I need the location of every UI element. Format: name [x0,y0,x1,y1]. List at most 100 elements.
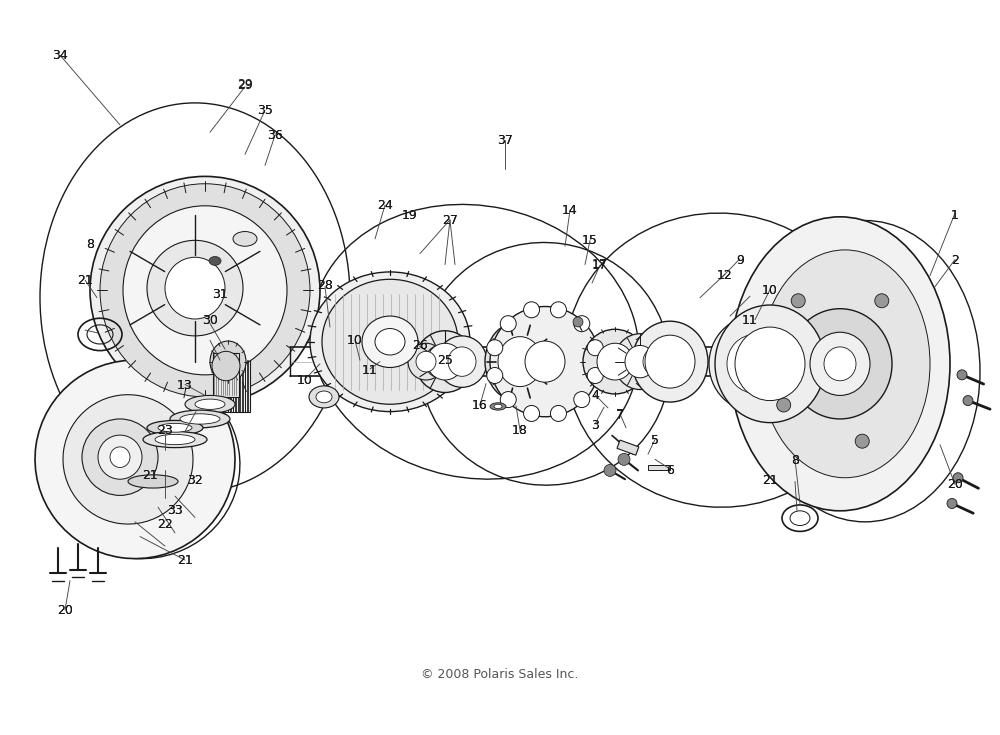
Text: 25: 25 [437,354,453,367]
Circle shape [875,294,889,308]
Text: 6: 6 [666,464,674,476]
Text: 3: 3 [591,418,599,431]
Text: 9: 9 [736,254,744,267]
Circle shape [947,498,957,509]
Text: 1: 1 [951,209,959,221]
Circle shape [587,368,603,384]
Circle shape [574,315,590,331]
Text: 19: 19 [402,209,418,221]
Text: 26: 26 [412,339,428,351]
Text: 15: 15 [582,234,598,246]
Circle shape [573,317,583,327]
Circle shape [777,398,791,412]
Ellipse shape [788,309,892,419]
Text: 4: 4 [591,389,599,401]
Circle shape [855,434,869,448]
Ellipse shape [625,345,655,378]
Text: 11: 11 [742,314,758,326]
Ellipse shape [408,343,444,380]
Text: 9: 9 [736,254,744,267]
Ellipse shape [485,321,555,402]
Text: 18: 18 [512,423,528,437]
Circle shape [500,315,516,331]
Text: 36: 36 [267,129,283,142]
Text: 4: 4 [591,389,599,401]
Text: 19: 19 [402,209,418,221]
Bar [648,465,670,470]
Ellipse shape [63,395,193,524]
Text: 21: 21 [142,468,158,481]
Text: 12: 12 [717,268,733,282]
Circle shape [953,473,963,483]
Ellipse shape [185,395,235,413]
Ellipse shape [82,419,158,495]
Ellipse shape [735,327,805,401]
Circle shape [957,370,967,380]
Text: 17: 17 [592,259,608,271]
Text: 12: 12 [717,268,733,282]
Text: 34: 34 [52,49,68,62]
Ellipse shape [165,257,225,319]
Ellipse shape [632,321,708,402]
Ellipse shape [634,338,678,385]
Text: 17: 17 [592,259,608,271]
Text: 6: 6 [666,464,674,476]
Ellipse shape [143,431,207,448]
Bar [617,440,639,455]
Text: 18: 18 [512,423,528,437]
Text: 27: 27 [442,213,458,226]
Ellipse shape [614,334,666,390]
Ellipse shape [490,403,506,410]
Text: 36: 36 [267,129,283,142]
Text: 10: 10 [762,284,778,296]
Ellipse shape [155,434,195,445]
Ellipse shape [645,335,695,388]
Text: 13: 13 [177,379,193,392]
Text: 2: 2 [951,254,959,267]
Text: 37: 37 [497,134,513,146]
Text: 10: 10 [297,373,313,387]
Ellipse shape [309,386,339,408]
Ellipse shape [195,399,225,409]
Text: 32: 32 [187,473,203,487]
Text: 10: 10 [347,334,363,346]
Ellipse shape [437,336,487,387]
Circle shape [618,453,630,465]
Text: 16: 16 [472,398,488,412]
Text: 21: 21 [77,273,93,287]
Circle shape [524,302,540,318]
Text: 35: 35 [257,104,273,117]
Circle shape [550,406,566,421]
Text: 27: 27 [442,213,458,226]
Ellipse shape [824,347,856,381]
Text: 35: 35 [257,104,273,117]
Ellipse shape [316,391,332,403]
Ellipse shape [448,347,476,376]
Ellipse shape [233,232,257,246]
Ellipse shape [425,345,455,378]
Text: 22: 22 [157,518,173,531]
Text: 37: 37 [497,134,513,146]
Ellipse shape [730,217,950,511]
Text: 8: 8 [86,238,94,251]
Text: 8: 8 [791,453,799,467]
Ellipse shape [147,420,203,435]
Text: 20: 20 [57,603,73,617]
Circle shape [963,395,973,406]
Text: 3: 3 [591,418,599,431]
Ellipse shape [415,331,475,392]
Ellipse shape [494,404,502,409]
Text: 5: 5 [651,434,659,446]
Ellipse shape [583,329,647,394]
Ellipse shape [416,351,436,372]
Ellipse shape [128,475,178,488]
Text: 10: 10 [762,284,778,296]
Text: 23: 23 [157,423,173,437]
Bar [213,353,239,397]
Circle shape [604,465,616,476]
Ellipse shape [123,206,287,375]
Ellipse shape [760,250,930,478]
Text: 21: 21 [762,473,778,487]
Text: 16: 16 [472,398,488,412]
Text: 8: 8 [791,453,799,467]
